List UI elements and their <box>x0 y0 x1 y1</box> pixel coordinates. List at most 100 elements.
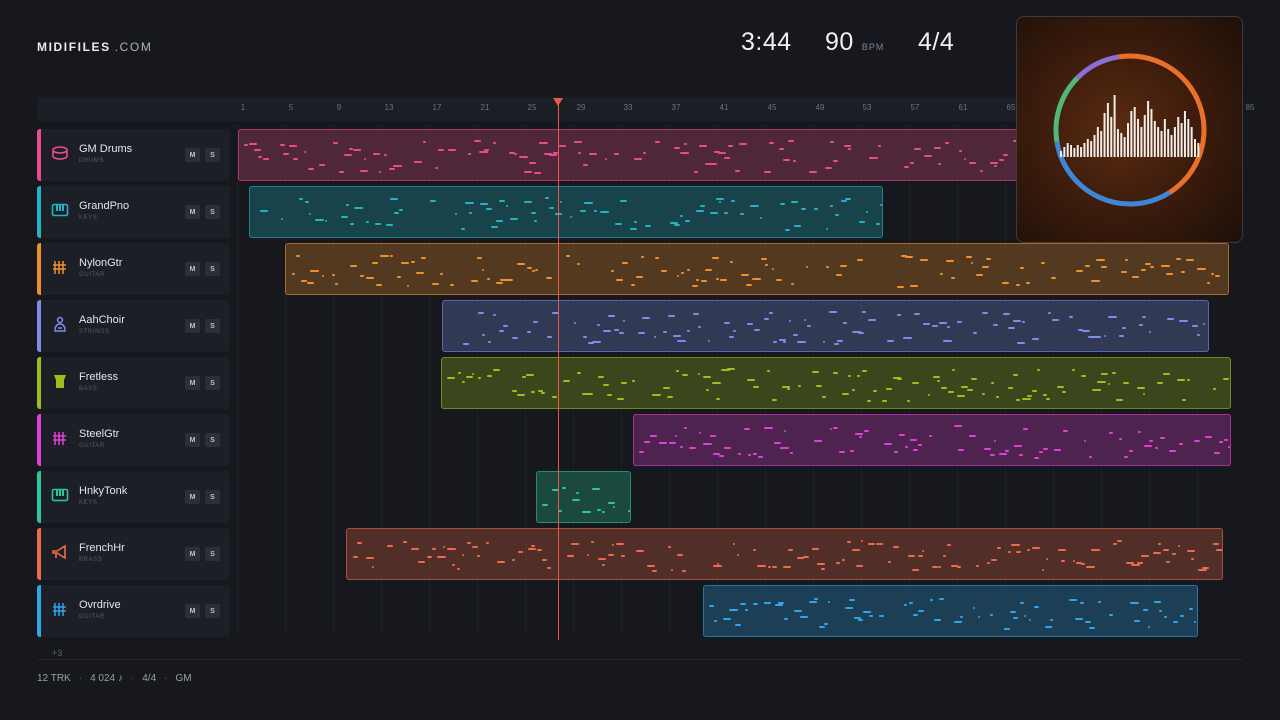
track-header[interactable]: GM Drums DRUMS M S <box>37 129 230 181</box>
track-color-stripe <box>37 585 41 637</box>
solo-button[interactable]: S <box>205 604 220 618</box>
mute-button[interactable]: M <box>185 547 200 561</box>
time-signature-display[interactable]: 4/4 <box>918 28 954 57</box>
grid-line <box>1053 124 1054 638</box>
footer-divider <box>37 659 1243 660</box>
track-category: GUITAR <box>79 614 105 620</box>
brand-logo[interactable]: MIDIFILES .COM <box>37 40 152 54</box>
grid-line <box>477 124 478 638</box>
track-category: BASS <box>79 386 98 392</box>
ruler-tick: 49 <box>815 103 825 112</box>
ruler-tick: 33 <box>623 103 633 112</box>
midi-clip[interactable] <box>703 585 1198 637</box>
track-header[interactable]: Ovrdrive GUITAR M S <box>37 585 230 637</box>
track-header[interactable]: FrenchHr BRASS M S <box>37 528 230 580</box>
solo-button[interactable]: S <box>205 205 220 219</box>
tempo-value: 90 <box>825 28 854 56</box>
playhead[interactable] <box>558 104 559 640</box>
midi-clip[interactable] <box>285 243 1229 295</box>
midi-clip[interactable] <box>346 528 1223 580</box>
guitar-icon <box>51 258 69 276</box>
brand-name: MIDIFILES <box>37 40 111 54</box>
solo-button[interactable]: S <box>205 547 220 561</box>
mute-button[interactable]: M <box>185 604 200 618</box>
mute-button[interactable]: M <box>185 319 200 333</box>
solo-button[interactable]: S <box>205 319 220 333</box>
album-cover[interactable] <box>1016 16 1243 243</box>
track-header[interactable]: Fretless BASS M S <box>37 357 230 409</box>
track-name[interactable]: GM Drums <box>79 143 133 155</box>
midi-clip[interactable] <box>238 129 1018 181</box>
grid-line <box>669 124 670 638</box>
track-category: GUITAR <box>79 443 105 449</box>
more-tracks-indicator[interactable]: +3 <box>52 648 63 658</box>
grid-line <box>621 124 622 638</box>
grid-line <box>1005 124 1006 638</box>
track-category: DRUMS <box>79 158 104 164</box>
grid-line <box>909 124 910 638</box>
track-name[interactable]: AahChoir <box>79 314 125 326</box>
track-color-stripe <box>37 243 41 295</box>
mute-button[interactable]: M <box>185 262 200 276</box>
grid-line <box>861 124 862 638</box>
track-header[interactable]: SteelGtr GUITAR M S <box>37 414 230 466</box>
horn-icon <box>51 543 69 561</box>
ruler-tick: 61 <box>958 103 968 112</box>
track-color-stripe <box>37 300 41 352</box>
midi-clip[interactable] <box>441 357 1231 409</box>
ruler-tick: 29 <box>576 103 586 112</box>
grid-line <box>429 124 430 638</box>
track-name[interactable]: Ovrdrive <box>79 599 121 611</box>
grid-line <box>573 124 574 638</box>
ruler-tick: 17 <box>432 103 442 112</box>
track-name[interactable]: Fretless <box>79 371 119 383</box>
track-color-stripe <box>37 471 41 523</box>
footer-note-count: 4 024 ♪ <box>90 673 123 684</box>
solo-button[interactable]: S <box>205 433 220 447</box>
midi-clip[interactable] <box>249 186 883 238</box>
track-category: KEYS <box>79 500 98 506</box>
mute-button[interactable]: M <box>185 376 200 390</box>
midi-clip[interactable] <box>442 300 1209 352</box>
grid-line <box>1197 124 1198 638</box>
mute-button[interactable]: M <box>185 433 200 447</box>
footer-signature: 4/4 <box>142 673 157 684</box>
guitar-icon <box>51 600 69 618</box>
grid-line <box>333 124 334 638</box>
brand-suffix: .COM <box>114 40 153 54</box>
track-name[interactable]: NylonGtr <box>79 257 123 269</box>
grid-line <box>813 124 814 638</box>
track-name[interactable]: FrenchHr <box>79 542 125 554</box>
mute-button[interactable]: M <box>185 148 200 162</box>
tempo-unit: BPM <box>861 42 885 52</box>
track-color-stripe <box>37 186 41 238</box>
solo-button[interactable]: S <box>205 148 220 162</box>
grid-line <box>285 124 286 638</box>
playhead-marker-icon[interactable] <box>553 98 563 106</box>
ruler-tick: 5 <box>288 103 294 112</box>
tempo-display[interactable]: 90 BPM <box>825 28 884 57</box>
midi-clip[interactable] <box>633 414 1231 466</box>
solo-button[interactable]: S <box>205 262 220 276</box>
track-category: KEYS <box>79 215 98 221</box>
time-signature-value: 4/4 <box>918 28 955 56</box>
ruler-tick: 57 <box>910 103 920 112</box>
track-header[interactable]: GrandPno KEYS M S <box>37 186 230 238</box>
piano-icon <box>51 201 69 219</box>
mute-button[interactable]: M <box>185 490 200 504</box>
track-header[interactable]: NylonGtr GUITAR M S <box>37 243 230 295</box>
track-name[interactable]: HnkyTonk <box>79 485 128 497</box>
track-name[interactable]: GrandPno <box>79 200 130 212</box>
grid-line <box>237 124 238 638</box>
midi-clip[interactable] <box>536 471 631 523</box>
ruler-tick: 25 <box>527 103 537 112</box>
time-display: 3:44 <box>741 28 792 57</box>
track-header[interactable]: HnkyTonk KEYS M S <box>37 471 230 523</box>
track-category: BRASS <box>79 557 103 563</box>
ruler-tick: 21 <box>480 103 490 112</box>
track-name[interactable]: SteelGtr <box>79 428 120 440</box>
solo-button[interactable]: S <box>205 490 220 504</box>
solo-button[interactable]: S <box>205 376 220 390</box>
track-header[interactable]: AahChoir STRINGS M S <box>37 300 230 352</box>
mute-button[interactable]: M <box>185 205 200 219</box>
